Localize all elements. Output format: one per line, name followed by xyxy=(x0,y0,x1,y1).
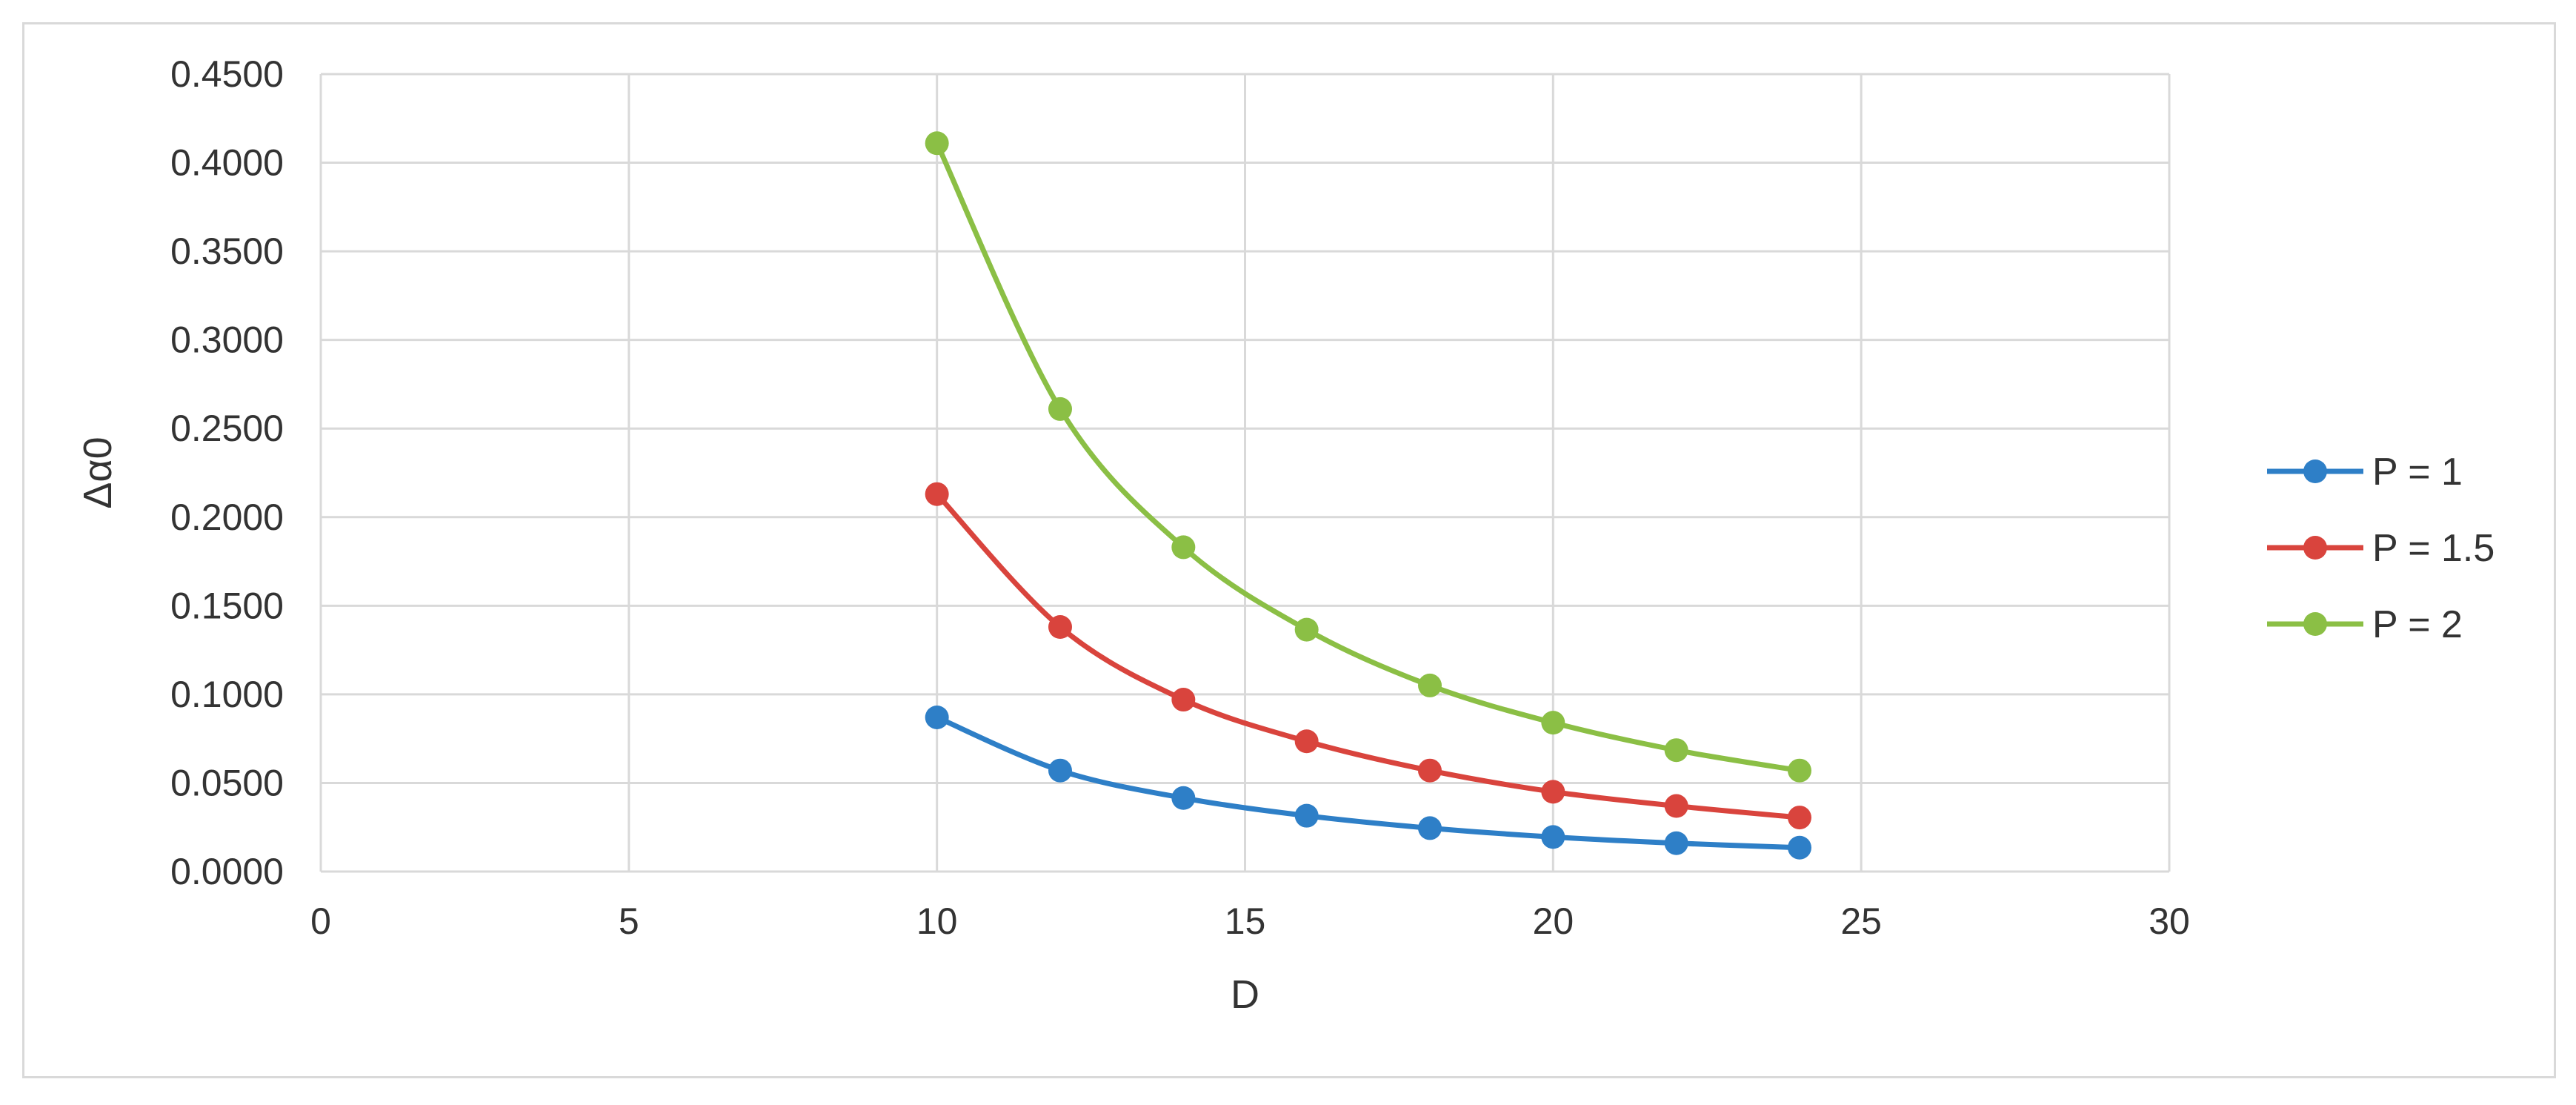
data-point xyxy=(1294,803,1319,828)
series-line xyxy=(934,142,1800,774)
data-point xyxy=(1171,688,1196,712)
data-point xyxy=(1171,535,1196,560)
data-point xyxy=(1048,758,1072,783)
legend-label: P = 1 xyxy=(2372,451,2463,494)
x-tick-label: 10 xyxy=(916,900,958,942)
y-tick-label: 0.1000 xyxy=(170,674,284,715)
data-point xyxy=(1788,806,1811,830)
legend: P = 1 P = 1.5 P = 2 xyxy=(2267,451,2495,646)
x-tick-label: 30 xyxy=(2149,900,2190,942)
legend-item: P = 2 xyxy=(2267,603,2463,646)
legend-marker xyxy=(2303,612,2327,636)
chart-frame xyxy=(22,22,2556,1078)
data-point xyxy=(1294,729,1319,754)
data-point xyxy=(1418,758,1442,783)
legend-marker xyxy=(2303,536,2327,560)
series-2 xyxy=(925,131,1811,783)
series-0 xyxy=(925,705,1811,860)
x-tick-label: 25 xyxy=(1840,900,1882,942)
data-point xyxy=(1788,835,1811,860)
y-tick-label: 0.2000 xyxy=(170,497,284,538)
tick-labels: 0.0000 0.0500 0.1000 0.1500 0.2000 0.2500 0.30… xyxy=(170,53,2190,942)
legend-label: P = 2 xyxy=(2372,603,2463,646)
y-tick-label: 0.4000 xyxy=(170,142,284,184)
data-point xyxy=(1048,615,1072,640)
y-tick-label: 0.3000 xyxy=(170,319,284,361)
legend-item: P = 1.5 xyxy=(2267,527,2495,570)
y-tick-label: 0.0500 xyxy=(170,762,284,803)
series-1 xyxy=(925,482,1811,830)
y-tick-label: 0.1500 xyxy=(170,585,284,626)
y-tick-label: 0.2500 xyxy=(170,408,284,449)
data-point xyxy=(1294,617,1319,642)
series-layer xyxy=(925,131,1811,860)
data-point xyxy=(1788,758,1811,783)
data-point xyxy=(1171,786,1196,810)
data-point xyxy=(1541,825,1565,849)
data-point xyxy=(1664,831,1688,855)
legend-marker xyxy=(2303,459,2327,483)
data-point xyxy=(1664,738,1688,763)
y-tick-label: 0.3500 xyxy=(170,230,284,272)
x-tick-label: 15 xyxy=(1225,900,1266,942)
data-point xyxy=(925,482,949,506)
y-tick-label: 0.4500 xyxy=(170,53,284,95)
y-tick-label: 0.0000 xyxy=(170,851,284,892)
legend-item: P = 1 xyxy=(2267,451,2463,494)
x-tick-label: 20 xyxy=(1533,900,1574,942)
data-point xyxy=(1418,673,1442,697)
y-axis-title: Δα0 xyxy=(76,437,120,508)
data-point xyxy=(925,131,949,156)
x-tick-label: 5 xyxy=(619,900,639,942)
data-point xyxy=(1048,396,1072,421)
data-point xyxy=(1418,816,1442,840)
x-tick-label: 0 xyxy=(310,900,331,942)
data-point xyxy=(1541,780,1565,804)
data-point xyxy=(1541,711,1565,735)
data-point xyxy=(1664,794,1688,818)
data-point xyxy=(925,705,949,729)
x-axis-title: D xyxy=(1231,972,1259,1017)
gridlines xyxy=(319,73,2171,873)
legend-label: P = 1.5 xyxy=(2372,527,2495,570)
